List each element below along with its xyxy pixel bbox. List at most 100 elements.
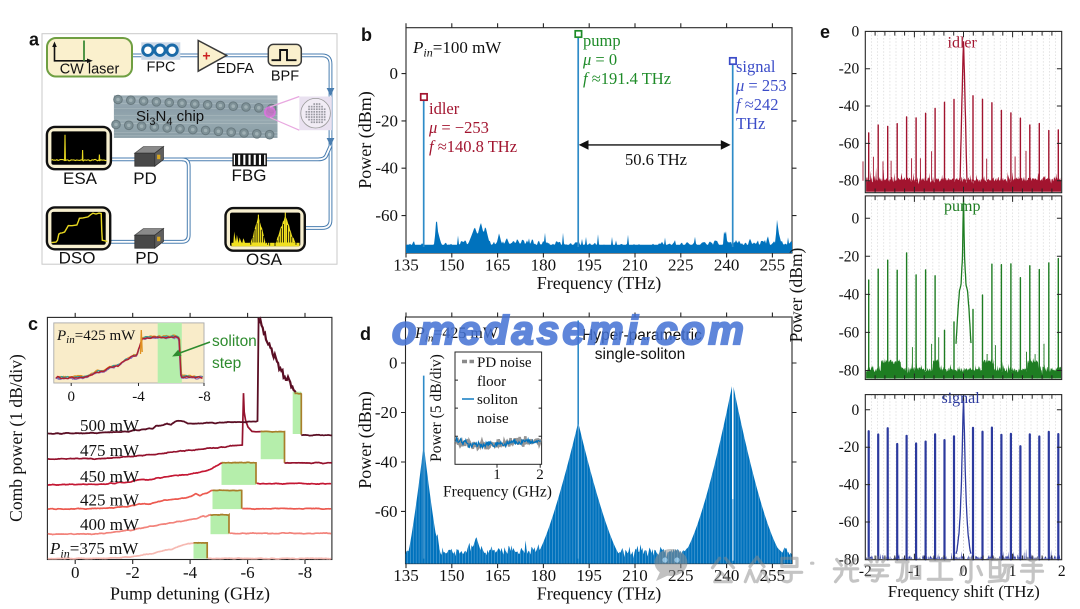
svg-text:0: 0 [852, 402, 860, 419]
svg-text:Power (dBm): Power (dBm) [355, 91, 376, 189]
svg-text:μ = −253: μ = −253 [428, 118, 489, 137]
svg-text:b: b [361, 25, 372, 45]
svg-text:-80: -80 [839, 551, 860, 568]
svg-text:-40: -40 [839, 286, 860, 303]
svg-text:signal: signal [736, 57, 776, 76]
svg-text:omedasemi.com: omedasemi.com [392, 309, 747, 353]
svg-text:DSO: DSO [59, 249, 96, 268]
svg-text:-80: -80 [839, 362, 860, 379]
svg-text:floor: floor [477, 374, 506, 390]
svg-text:c: c [28, 314, 38, 334]
svg-text:-60: -60 [375, 206, 398, 225]
svg-text:2: 2 [1058, 563, 1066, 580]
svg-text:240: 240 [714, 256, 740, 275]
svg-text:-20: -20 [839, 61, 860, 78]
svg-text:Frequency (GHz): Frequency (GHz) [443, 484, 552, 501]
svg-text:signal: signal [942, 390, 981, 407]
svg-text:d: d [360, 324, 371, 344]
svg-text:-60: -60 [375, 502, 398, 521]
svg-text:f ≈191.4 THz: f ≈191.4 THz [583, 69, 671, 88]
svg-text:0: 0 [852, 210, 860, 227]
svg-text:f ≈140.8 THz: f ≈140.8 THz [429, 137, 517, 156]
svg-text:-60: -60 [839, 135, 860, 152]
svg-text:135: 135 [393, 566, 419, 585]
svg-text:210: 210 [622, 566, 648, 585]
svg-text:Pin=425 mW: Pin=425 mW [414, 325, 499, 345]
svg-text:-60: -60 [839, 324, 860, 341]
svg-text:μ = 253: μ = 253 [735, 76, 787, 95]
svg-text:-40: -40 [375, 159, 398, 178]
svg-text:Power (dBm): Power (dBm) [355, 391, 376, 489]
svg-text:PD noise: PD noise [477, 355, 532, 371]
svg-text:450 mW: 450 mW [80, 467, 140, 486]
svg-text:Pin=375 mW: Pin=375 mW [49, 539, 139, 561]
svg-text:-4: -4 [132, 389, 145, 405]
svg-text:165: 165 [485, 256, 511, 275]
svg-text:idler: idler [948, 35, 978, 52]
svg-text:step: step [212, 355, 241, 372]
svg-text:pump: pump [944, 198, 980, 215]
svg-text:500 mW: 500 mW [80, 416, 140, 435]
svg-text:165: 165 [485, 566, 511, 585]
svg-text:pump: pump [583, 31, 621, 50]
svg-text:Power (5 dB/div): Power (5 dB/div) [428, 354, 445, 462]
svg-text:EDFA: EDFA [216, 61, 254, 77]
svg-text:0: 0 [390, 64, 399, 83]
svg-text:a: a [29, 30, 40, 50]
svg-text:-80: -80 [839, 173, 860, 190]
svg-text:0: 0 [67, 389, 75, 405]
svg-text:Hyper-parametric: Hyper-parametric [582, 327, 702, 344]
svg-text:50.6 THz: 50.6 THz [625, 150, 687, 169]
svg-text:150: 150 [439, 566, 465, 585]
svg-text:0: 0 [389, 354, 398, 373]
svg-text:-8: -8 [298, 563, 312, 582]
svg-text:Power (dBm): Power (dBm) [786, 247, 806, 342]
svg-text:Comb power (1 dB/div): Comb power (1 dB/div) [6, 354, 26, 522]
svg-text:soliton: soliton [477, 392, 518, 408]
svg-text:255: 255 [760, 256, 786, 275]
svg-text:2: 2 [536, 467, 544, 483]
svg-text:FPC: FPC [147, 60, 176, 76]
svg-text:-40: -40 [839, 98, 860, 115]
svg-text:-20: -20 [375, 403, 398, 422]
svg-text:Pin=100 mW: Pin=100 mW [412, 38, 502, 60]
svg-text:195: 195 [576, 256, 602, 275]
svg-text:425 mW: 425 mW [80, 491, 140, 510]
svg-text:135: 135 [393, 256, 419, 275]
svg-text:475 mW: 475 mW [80, 441, 140, 460]
svg-text:400 mW: 400 mW [80, 515, 140, 534]
svg-text:225: 225 [668, 256, 694, 275]
svg-text:PD: PD [133, 169, 157, 188]
svg-text:150: 150 [439, 256, 465, 275]
svg-text:Frequency (THz): Frequency (THz) [537, 584, 661, 605]
svg-text:1: 1 [493, 467, 501, 483]
svg-text:-8: -8 [198, 389, 211, 405]
svg-text:BPF: BPF [271, 69, 299, 85]
svg-text:f ≈242: f ≈242 [736, 95, 779, 114]
svg-text:CW laser: CW laser [60, 62, 120, 78]
svg-text:-6: -6 [240, 563, 254, 582]
svg-text:noise: noise [477, 411, 509, 427]
svg-text:idler: idler [429, 99, 460, 118]
svg-text:+: + [202, 48, 210, 64]
svg-text:μ = 0: μ = 0 [582, 50, 617, 69]
svg-text:-60: -60 [839, 514, 860, 531]
svg-text:-20: -20 [839, 439, 860, 456]
svg-text:195: 195 [576, 566, 602, 585]
svg-text:-40: -40 [375, 452, 398, 471]
svg-text:soliton: soliton [212, 333, 257, 350]
svg-text:-2: -2 [126, 563, 140, 582]
svg-text:ESA: ESA [63, 169, 98, 188]
svg-text:-40: -40 [839, 477, 860, 494]
svg-text:Pin=425 mW: Pin=425 mW [56, 328, 136, 346]
svg-text:PD: PD [135, 249, 159, 268]
svg-text:Pump detuning (GHz): Pump detuning (GHz) [110, 584, 270, 605]
svg-text:180: 180 [531, 566, 557, 585]
svg-text:0: 0 [71, 563, 80, 582]
svg-text:single-soliton: single-soliton [595, 346, 685, 363]
svg-text:-20: -20 [839, 248, 860, 265]
svg-text:210: 210 [622, 256, 648, 275]
svg-text:1: 1 [1009, 563, 1017, 580]
svg-text:0: 0 [960, 563, 968, 580]
svg-text:OSA: OSA [246, 250, 283, 269]
